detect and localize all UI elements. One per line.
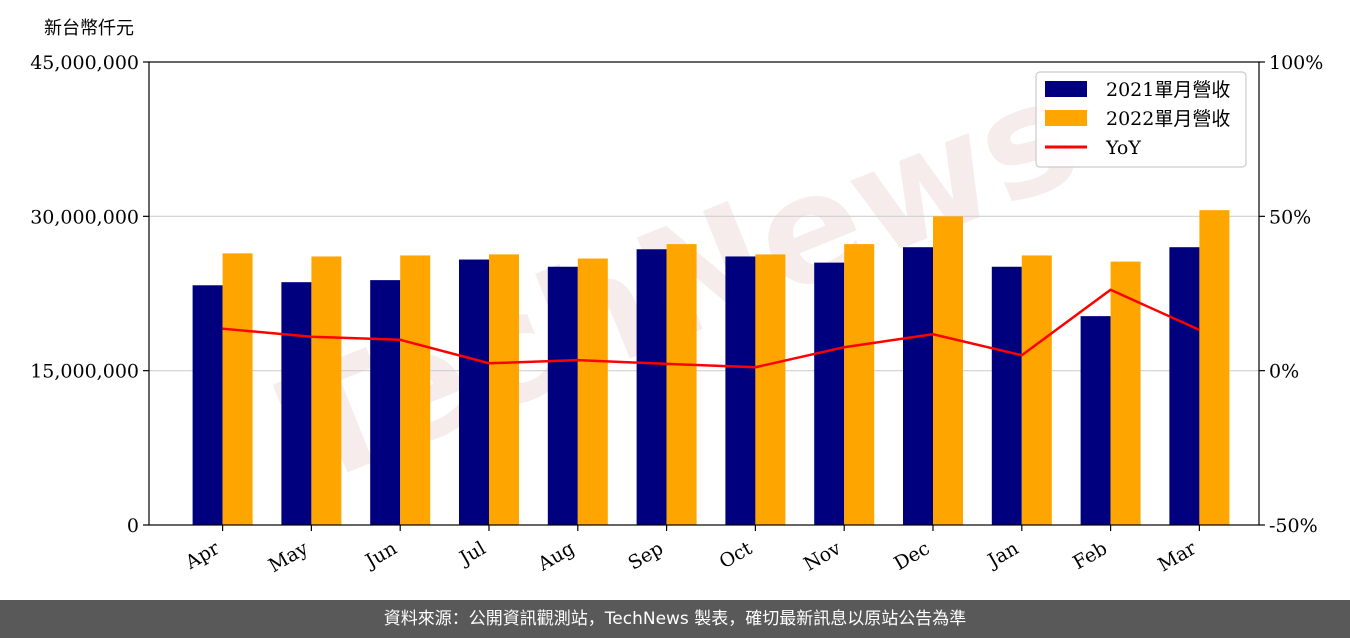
bar-2022單月營收-Oct (755, 254, 786, 525)
legend-label: 2022單月營收 (1106, 108, 1230, 130)
bar-2022單月營收-Jan (1021, 255, 1052, 526)
revenue-chart: TechNews 015,000,00030,000,00045,000,000… (30, 46, 1323, 577)
bar-2022單月營收-May (311, 256, 342, 525)
bar-2022單月營收-Jun (400, 255, 431, 526)
x-tick-label: Feb (1069, 537, 1111, 574)
right-tick-label: 100% (1269, 52, 1323, 74)
left-tick-label: 45,000,000 (30, 52, 139, 74)
left-tick-label: 15,000,000 (30, 361, 139, 383)
legend-box (1035, 71, 1247, 168)
yoy-line-group (222, 288, 1200, 369)
x-tick-label: Dec (890, 537, 933, 575)
right-tick-label: -50% (1269, 515, 1318, 537)
x-tick-label: Jul (454, 537, 489, 570)
left-tick-label: 0 (127, 515, 139, 537)
footer-source-note: 資料來源：公開資訊觀測站，TechNews 製表，確切最新訊息以原站公告為準 (0, 600, 1350, 638)
bar-2022單月營收-Sep (666, 244, 697, 525)
x-tick-label: Jan (983, 537, 1023, 573)
x-tick-label: Aug (533, 537, 578, 576)
right-tick-label: 50% (1269, 206, 1311, 228)
y-axis-unit-label: 新台幣仟元 (44, 18, 134, 39)
bars (192, 210, 1230, 526)
x-tick-label: Jun (360, 537, 401, 573)
bar-2022單月營收-Feb (1110, 261, 1141, 525)
bar-2022單月營收-Mar (1199, 210, 1230, 525)
yoy-line (222, 288, 1200, 369)
bar-2021單月營收-Oct (725, 256, 756, 525)
bar-2021單月營收-Feb (1080, 316, 1111, 525)
bar-2022單月營收-Aug (577, 258, 608, 525)
bar-2021單月營收-Apr (192, 285, 223, 525)
bar-2021單月營收-Jan (991, 266, 1022, 525)
x-tick-label: May (265, 537, 312, 577)
right-tick-label: 0% (1269, 361, 1299, 383)
bar-2021單月營收-Jun (370, 280, 401, 525)
bar-2021單月營收-Nov (814, 262, 845, 525)
bar-2022單月營收-Apr (222, 253, 253, 525)
legend-label: 2021單月營收 (1106, 79, 1230, 101)
legend-swatch-2021單月營收 (1045, 81, 1087, 97)
legend-label: YoY (1105, 137, 1141, 159)
x-tick-label: Oct (716, 537, 757, 573)
legend-swatch-2022單月營收 (1045, 110, 1087, 126)
legend: 2021單月營收 2022單月營收 YoY (1035, 71, 1247, 168)
left-tick-label: 30,000,000 (30, 206, 139, 228)
bar-2021單月營收-Jul (459, 259, 489, 525)
bar-2021單月營收-Aug (547, 266, 578, 525)
x-tick-label: Nov (800, 537, 845, 576)
bar-2022單月營收-Dec (933, 216, 963, 526)
bar-2021單月營收-Mar (1169, 247, 1200, 525)
bar-2022單月營收-Nov (844, 244, 875, 525)
x-tick-label: Apr (181, 537, 224, 574)
bar-2021單月營收-Sep (636, 249, 667, 525)
bar-2021單月營收-Dec (903, 247, 933, 525)
bar-2021單月營收-May (281, 282, 312, 525)
x-tick-label: Mar (1154, 537, 1200, 576)
bar-2022單月營收-Jul (489, 254, 519, 525)
x-tick-label: Sep (625, 537, 668, 574)
plot-frame (148, 61, 1260, 526)
